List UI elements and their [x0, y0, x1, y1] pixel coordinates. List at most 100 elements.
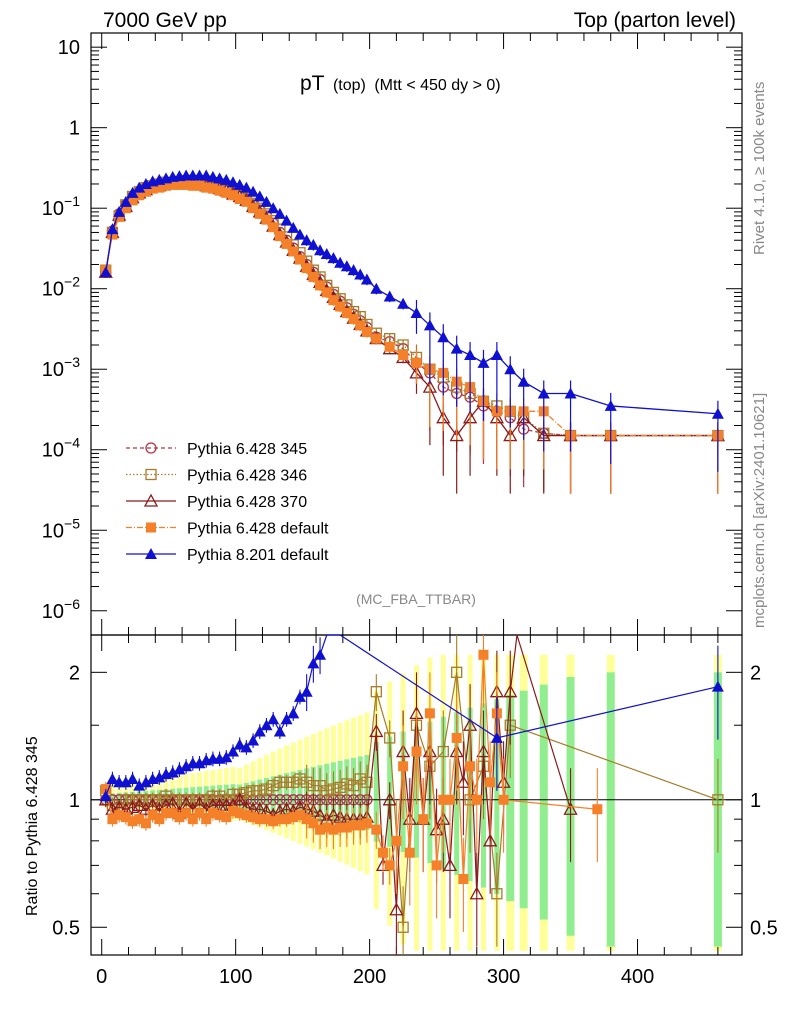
main-data-point — [161, 180, 172, 191]
ratio-data-point — [254, 785, 266, 797]
legend-item: Pythia 8.201 default — [126, 547, 329, 564]
ratio-data-point — [260, 783, 273, 795]
ratio-data-point — [334, 781, 346, 793]
main-data-point — [280, 214, 293, 226]
main-data-point — [315, 280, 326, 291]
ratio-data-point — [134, 814, 145, 825]
ratio-data-point — [370, 686, 382, 698]
main-data-point — [260, 195, 273, 207]
ratio-data-point — [391, 835, 402, 846]
ratio-data-point — [273, 725, 286, 737]
main-data-point — [253, 190, 266, 202]
main-data-point — [220, 173, 233, 185]
ratio-data-point — [354, 773, 366, 785]
ratio-data-point — [404, 847, 415, 858]
header-observable-label: Top (parton level) — [574, 9, 736, 32]
main-data-point — [154, 182, 165, 193]
ratio-data-point — [563, 801, 578, 815]
ratio-data-point — [347, 779, 360, 792]
main-data-point — [348, 314, 359, 325]
ratio-data-point — [267, 779, 279, 792]
main-data-point — [119, 195, 132, 207]
main-data-point — [114, 211, 125, 222]
ratio-data-point — [315, 824, 326, 835]
main-data-point — [267, 202, 280, 214]
main-data-point — [397, 297, 410, 309]
ratio-data-point — [260, 719, 273, 731]
legend-marker — [146, 522, 156, 533]
ratio-y-axis-label: Ratio to Pythia 6.428 345 — [24, 736, 41, 916]
ratio-data-point — [161, 808, 172, 819]
main-data-point — [537, 387, 550, 399]
plot-title: pT (top) (Mtt < 450 dy > 0) — [300, 72, 501, 95]
main-data-point — [397, 339, 409, 351]
main-data-point — [207, 183, 218, 194]
ratio-data-point — [321, 785, 333, 797]
ratio-band-inner — [494, 698, 500, 895]
ratio-band-inner — [606, 672, 615, 947]
legend-label: Pythia 8.201 default — [187, 547, 329, 564]
main-data-point — [174, 179, 185, 190]
plot-title-sub: (top) — [333, 77, 366, 94]
ratio-data-point — [247, 785, 259, 797]
main-data-point — [301, 263, 312, 274]
ratio-data-point — [107, 814, 118, 825]
y-tick-label: 10−4 — [42, 435, 80, 462]
main-data-point — [383, 290, 396, 302]
ratio-series-group — [98, 634, 724, 955]
main-data-point — [314, 244, 327, 256]
ratio-data-point — [397, 921, 409, 933]
ratio-data-point — [301, 814, 312, 825]
legend-item: Pythia 6.428 default — [126, 521, 329, 538]
ratio-data-point — [221, 812, 232, 823]
ratio-data-point — [307, 657, 320, 669]
legend-item: Pythia 6.428 370 — [126, 493, 307, 511]
ratio-y-tick-label: 0.5 — [52, 917, 80, 939]
main-data-point — [126, 186, 139, 198]
ratio-data-point — [321, 822, 332, 833]
ratio-data-point — [281, 814, 292, 825]
ratio-data-point — [327, 783, 340, 795]
y-tick-label: 1 — [69, 118, 80, 140]
ratio-data-point — [180, 760, 193, 772]
ratio-data-point — [424, 708, 435, 719]
legend-item: Pythia 6.428 346 — [126, 468, 307, 485]
ratio-data-point — [437, 745, 449, 758]
plot-title-main: pT — [300, 72, 325, 95]
ratio-data-point — [261, 814, 272, 825]
ratio-data-point — [308, 818, 319, 829]
main-data-point — [300, 234, 313, 246]
ratio-data-point — [458, 874, 469, 885]
ratio-data-point — [248, 812, 259, 823]
ratio-band-inner — [539, 684, 548, 920]
ratio-data-point — [173, 763, 186, 775]
main-data-point — [247, 185, 260, 197]
ratio-data-point — [490, 731, 503, 743]
main-data-point — [294, 254, 305, 265]
ratio-data-point — [471, 794, 482, 805]
side-label-mcplots: mcplots.cern.ch [arXiv:2401.10621] — [751, 393, 768, 628]
ratio-data-point — [106, 772, 119, 784]
main-data-point — [147, 183, 158, 194]
main-data-point — [201, 182, 212, 193]
main-data-point — [334, 256, 347, 268]
ratio-data-point — [267, 713, 280, 725]
main-series-line — [105, 180, 718, 437]
legend-item: Pythia 6.428 345 — [126, 441, 307, 458]
main-data-point — [254, 208, 265, 219]
ratio-data-point — [194, 808, 205, 819]
main-data-point — [181, 179, 192, 190]
ratio-plot-frame — [90, 634, 743, 956]
main-data-point — [564, 387, 577, 399]
ratio-data-point — [369, 724, 384, 738]
ratio-data-point — [294, 773, 306, 785]
main-data-point — [437, 331, 450, 343]
main-data-point — [355, 320, 366, 331]
x-tick-label: 200 — [353, 966, 386, 988]
main-data-point — [120, 203, 131, 214]
ratio-data-point — [411, 746, 422, 757]
ratio-data-point — [503, 684, 518, 698]
main-data-point — [133, 181, 146, 193]
ratio-data-point — [126, 772, 139, 784]
ratio-data-point — [287, 707, 300, 719]
